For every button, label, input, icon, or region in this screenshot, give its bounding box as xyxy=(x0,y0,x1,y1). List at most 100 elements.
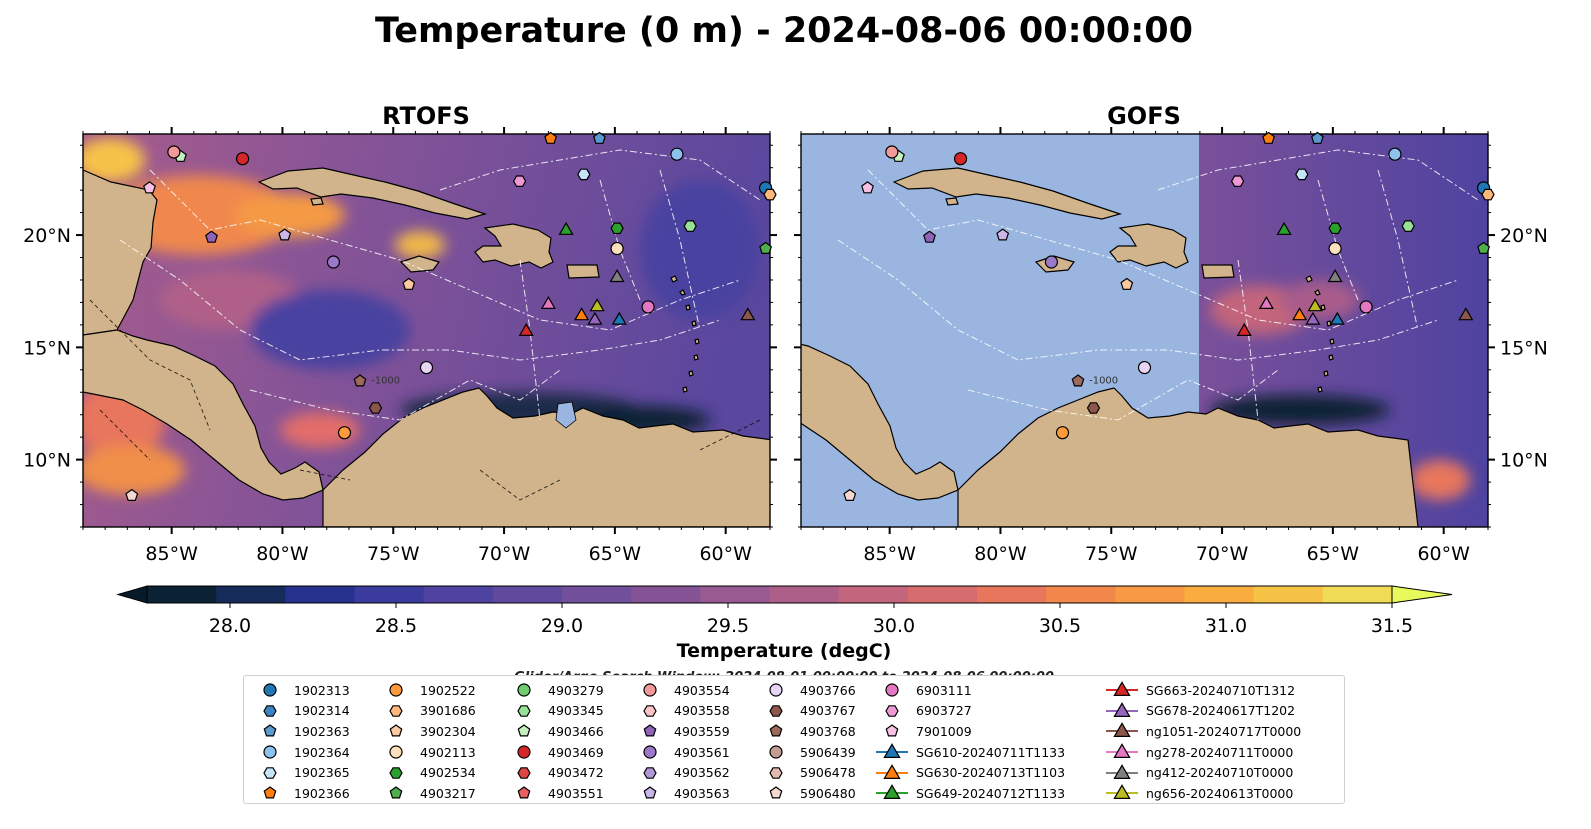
map-marker-4903768 xyxy=(1071,374,1085,387)
legend-circle-icon xyxy=(769,745,783,759)
legend-circle-icon xyxy=(885,683,899,697)
legend-marker-1902314 xyxy=(263,705,277,717)
legend-column: 1902313 1902314 1902363 1902364 1902365 19023… xyxy=(252,680,350,804)
legend-entry: 4903768 xyxy=(758,721,856,742)
legend-pentagon-icon xyxy=(643,786,657,799)
map-marker-5906480 xyxy=(843,488,857,501)
legend-marker-4903766 xyxy=(769,683,783,697)
map-marker-SG663-20240710T1312 xyxy=(1236,322,1252,336)
legend-label: 4903469 xyxy=(548,744,604,760)
legend-marker-1902522 xyxy=(389,683,403,697)
legend-entry: 4903558 xyxy=(632,701,730,722)
gofs-panel: GOFS 85°W 80°W 75°W 70°W 65 xyxy=(794,102,1548,565)
legend-label: 4902534 xyxy=(420,765,476,781)
colorbar-segment xyxy=(631,586,701,603)
legend-entry: SG630-20240713T1103 xyxy=(874,762,1065,783)
map-marker-4903469 xyxy=(953,152,968,166)
y-tick-label: 15°N xyxy=(23,337,71,359)
legend-marker-ng656-20240613T0000 xyxy=(1113,784,1131,800)
map-marker-3901686 xyxy=(763,188,777,201)
map-marker-4903469 xyxy=(235,152,250,166)
legend-hexagon-icon xyxy=(389,766,403,779)
legend-label: 3902304 xyxy=(420,723,476,739)
legend-entry: 4903345 xyxy=(506,701,604,722)
rtofs-title: RTOFS xyxy=(382,102,470,130)
legend-hexagon-icon xyxy=(643,766,657,779)
x-tick-label: 80°W xyxy=(256,543,309,565)
x-tick-label: 80°W xyxy=(974,543,1027,565)
map-marker-6903727 xyxy=(512,175,527,187)
map-marker-6903111 xyxy=(1359,300,1373,314)
legend-entry: 4903767 xyxy=(758,701,856,722)
colorbar-tick-label: 31.5 xyxy=(1371,615,1413,637)
gofs-frame xyxy=(800,133,1489,528)
legend-marker-4903551 xyxy=(517,786,531,799)
legend-label: 5906480 xyxy=(800,785,856,801)
legend: 1902313 1902314 1902363 1902364 1902365 19023… xyxy=(243,675,1345,804)
legend-entry: 4903559 xyxy=(632,721,730,742)
legend-entry: 4903466 xyxy=(506,721,604,742)
rtofs-markers xyxy=(125,131,777,501)
map-marker-3902304 xyxy=(402,277,416,290)
legend-entry: 4903561 xyxy=(632,742,730,763)
colorbar-tick-label: 28.0 xyxy=(209,615,251,637)
map-marker-4902534 xyxy=(1328,222,1342,235)
colorbar-segment xyxy=(838,586,909,603)
legend-circle-icon xyxy=(517,683,531,697)
legend-marker-4903466 xyxy=(517,724,531,737)
x-tick-label: 75°W xyxy=(1085,543,1138,565)
map-marker-SG610-20240711T1133 xyxy=(1329,311,1345,325)
x-tick-label: 70°W xyxy=(478,543,531,565)
map-marker-3901686 xyxy=(1481,188,1495,201)
legend-label: 3901686 xyxy=(420,703,476,719)
x-tick-label: 60°W xyxy=(1417,543,1470,565)
legend-marker-SG630-20240713T1103 xyxy=(883,763,901,779)
legend-label: 4903767 xyxy=(800,703,856,719)
colorbar-segment xyxy=(1322,586,1393,603)
colorbar-segment xyxy=(492,586,563,603)
map-marker-4903767 xyxy=(368,402,383,414)
legend-entry: 4903217 xyxy=(378,783,476,804)
legend-marker-4903472 xyxy=(517,766,531,779)
y-tick-label: 20°N xyxy=(23,225,71,247)
colorbar-tick-label: 30.5 xyxy=(1039,615,1081,637)
legend-marker-SG678-20240617T1202 xyxy=(1113,701,1131,717)
y-tick-label: 10°N xyxy=(1500,450,1548,472)
map-marker-ng1051-20240717T0000 xyxy=(1458,307,1474,321)
legend-marker-3901686 xyxy=(389,705,403,717)
map-marker-ng278-20240711T0000 xyxy=(1258,296,1274,309)
map-marker-4903563 xyxy=(996,228,1010,241)
legend-label: 4903551 xyxy=(548,785,604,801)
legend-marker-1902364 xyxy=(263,745,277,759)
legend-label: SG649-20240712T1133 xyxy=(916,785,1066,801)
map-marker-SG610-20240711T1133 xyxy=(611,311,627,325)
legend-hexagon-icon xyxy=(643,705,657,717)
colorbar-extend-low xyxy=(116,585,148,604)
legend-label: ng278-20240711T0000 xyxy=(1146,744,1294,760)
legend-entry: 1902314 xyxy=(252,701,350,722)
legend-pentagon-icon xyxy=(769,724,783,737)
map-marker-1902366 xyxy=(1262,131,1276,144)
legend-entry: 4903554 xyxy=(632,680,730,701)
gofs-title: GOFS xyxy=(1107,102,1181,130)
legend-marker-1902363 xyxy=(263,724,277,737)
legend-label: 6903111 xyxy=(916,682,972,698)
legend-marker-4903562 xyxy=(643,766,657,779)
map-marker-4903766 xyxy=(1137,360,1152,375)
legend-pentagon-icon xyxy=(389,786,403,799)
map-marker-ng656-20240613T0000 xyxy=(589,298,605,312)
colorbar-frame xyxy=(146,585,1393,604)
legend-marker-1902313 xyxy=(263,683,277,697)
rtofs-panel: RTOFS xyxy=(23,102,777,565)
map-marker-4903345 xyxy=(1401,220,1415,232)
legend-label: 7901009 xyxy=(916,723,972,739)
x-tick-label: 65°W xyxy=(589,543,642,565)
legend-circle-icon xyxy=(389,683,403,697)
legend-label: SG610-20240711T1133 xyxy=(916,744,1066,760)
map-marker-1902363 xyxy=(592,131,606,144)
legend-marker-4903559 xyxy=(643,724,657,737)
legend-label: 1902313 xyxy=(294,682,350,698)
map-marker-6903111 xyxy=(641,300,655,314)
legend-triangle-icon xyxy=(1106,784,1138,800)
